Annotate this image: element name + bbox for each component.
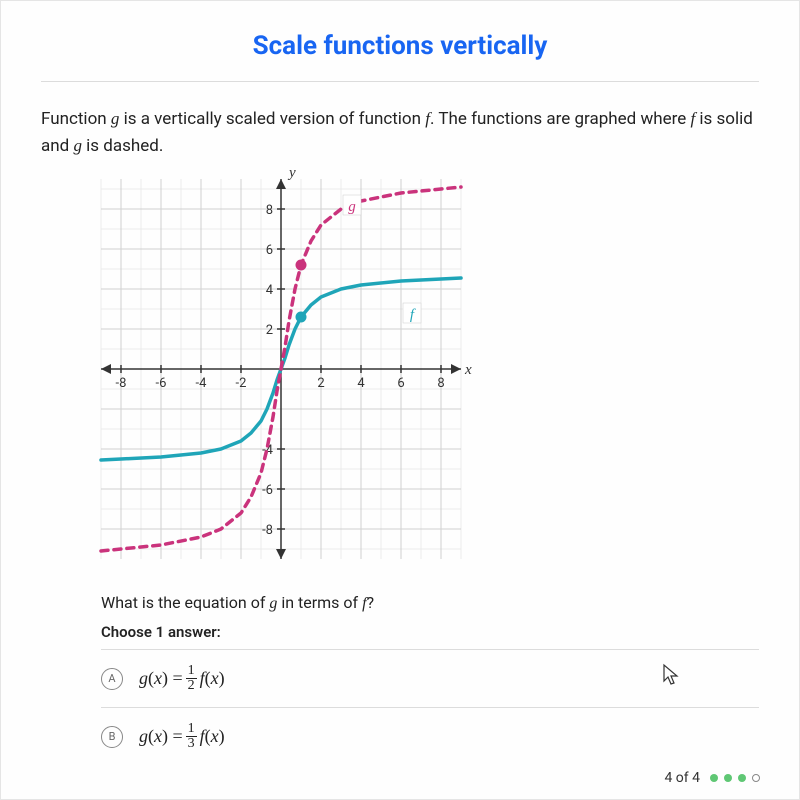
svg-text:4: 4 — [357, 376, 365, 391]
var-g: g — [73, 136, 82, 155]
cursor-icon — [662, 663, 680, 690]
svg-text:-6: -6 — [262, 483, 273, 498]
problem-prompt: Function g is a vertically scaled versio… — [41, 106, 759, 159]
text: in terms of — [277, 593, 362, 612]
progress-dot — [724, 774, 732, 782]
svg-text:-4: -4 — [196, 376, 208, 391]
page: Scale functions vertically Function g is… — [0, 0, 800, 800]
question-text: What is the equation of g in terms of f? — [101, 593, 759, 613]
radio-a[interactable]: A — [101, 668, 123, 690]
svg-text:g: g — [348, 199, 356, 215]
svg-text:2: 2 — [266, 323, 273, 338]
formula: g(x) = 13f(x) — [139, 722, 225, 751]
svg-text:4: 4 — [266, 283, 274, 298]
svg-text:8: 8 — [266, 203, 273, 218]
progress-text: 4 of 4 — [664, 770, 700, 786]
progress-dot — [738, 774, 746, 782]
divider — [41, 81, 759, 82]
page-title: Scale functions vertically — [41, 31, 759, 61]
text: is dashed. — [82, 136, 163, 156]
svg-text:6: 6 — [266, 243, 273, 258]
progress-footer: 4 of 4 — [664, 770, 760, 786]
svg-text:x: x — [464, 362, 472, 378]
text: Function — [41, 109, 111, 129]
answer-choice-b[interactable]: Bg(x) = 13f(x) — [101, 707, 759, 765]
svg-text:-8: -8 — [116, 376, 127, 391]
text: . The functions are graphed where — [430, 109, 690, 129]
formula: g(x) = 12f(x) — [139, 664, 225, 693]
text: What is the equation of — [101, 593, 269, 612]
progress-dots — [710, 774, 760, 782]
answer-choice-a[interactable]: Ag(x) = 12f(x) — [101, 649, 759, 707]
progress-dot — [752, 774, 760, 782]
radio-b[interactable]: B — [101, 726, 123, 748]
svg-text:8: 8 — [437, 376, 444, 391]
text: is a vertically scaled version of functi… — [119, 109, 425, 129]
svg-text:-2: -2 — [236, 376, 247, 391]
svg-text:2: 2 — [317, 376, 324, 391]
svg-text:6: 6 — [397, 376, 404, 391]
svg-text:-8: -8 — [262, 523, 273, 538]
svg-text:y: y — [287, 165, 296, 181]
svg-text:-6: -6 — [156, 376, 167, 391]
choose-label: Choose 1 answer: — [101, 623, 759, 641]
text: ? — [367, 593, 375, 612]
graph-container: -8-6-4-22468-8-6-42468xyfg — [101, 179, 759, 563]
graph: -8-6-4-22468-8-6-42468xyfg — [101, 179, 461, 559]
progress-dot — [710, 774, 718, 782]
choices-list: Ag(x) = 12f(x)Bg(x) = 13f(x) — [41, 649, 759, 765]
